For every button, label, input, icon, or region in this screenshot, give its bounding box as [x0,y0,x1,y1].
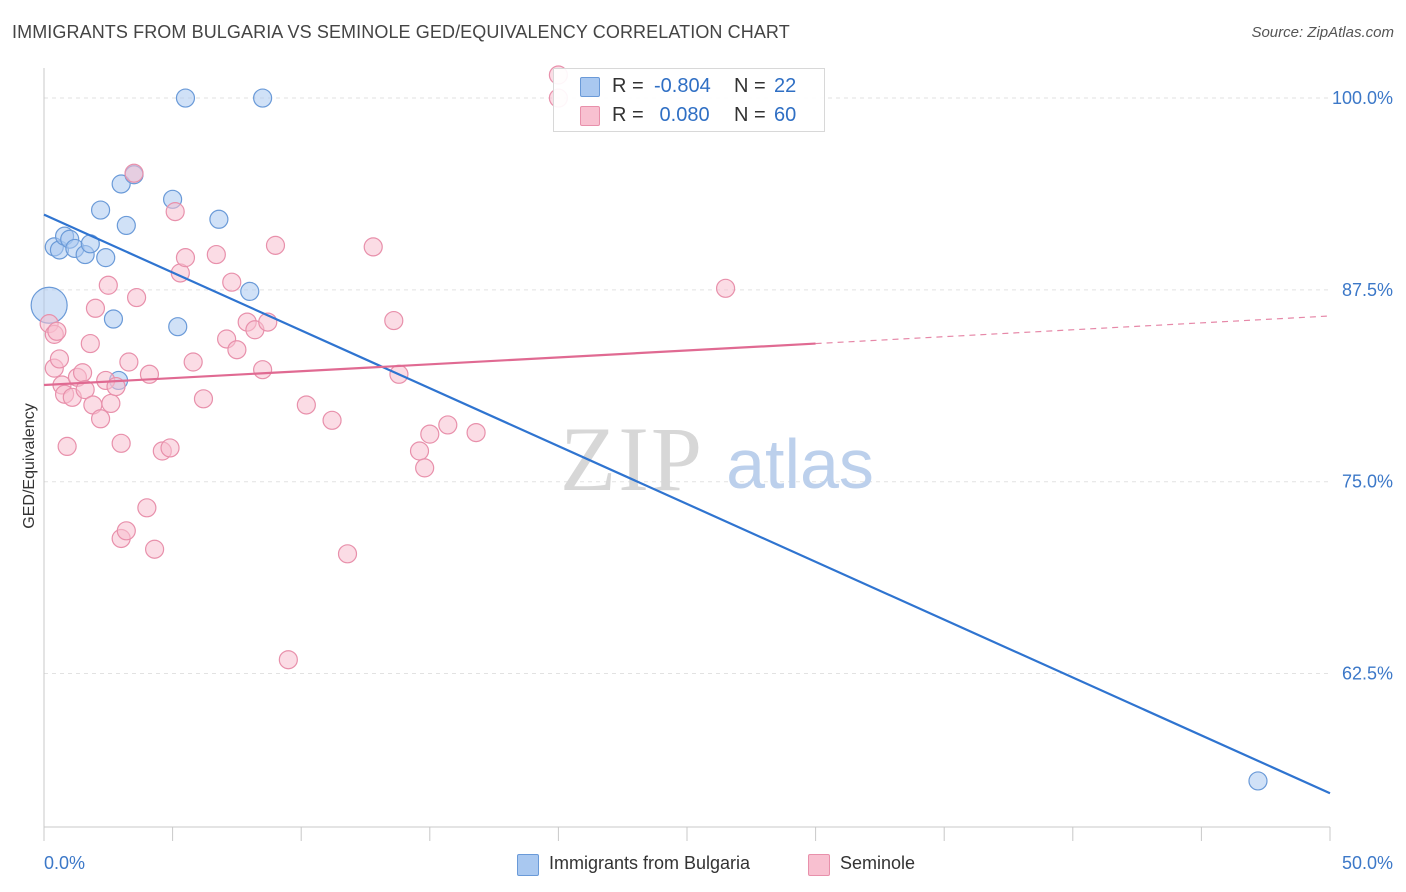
point-bulgaria [90,200,111,220]
stats-n-label: N = [734,104,766,126]
point-seminole [183,352,203,372]
point-seminole [57,436,77,457]
point-seminole [126,287,147,308]
stats-row-bulgaria: R = -0.804 N = 22 [554,71,824,101]
y-tick-label: 100.0% [1332,88,1393,108]
point-seminole [101,393,121,414]
point-seminole [98,275,118,295]
point-seminole [116,521,136,541]
point-seminole [49,349,70,369]
point-seminole [409,441,430,461]
point-seminole [337,544,358,564]
data-points [30,65,1268,791]
legend-label-bulgaria: Immigrants from Bulgaria [549,853,751,873]
point-seminole [160,438,180,458]
point-seminole [47,321,67,341]
y-tick-label: 62.5% [1342,664,1393,684]
chart-title: IMMIGRANTS FROM BULGARIA VS SEMINOLE GED… [12,22,790,42]
point-seminole [466,422,486,443]
point-bulgaria [253,88,273,108]
y-tick-label: 87.5% [1342,280,1393,300]
y-axis-label: GED/Equivalency [21,403,38,529]
point-seminole [715,278,736,298]
trend-line-bulgaria [43,213,1331,795]
legend-swatch-bulgaria [517,854,539,876]
stats-swatch-bulgaria [580,77,600,97]
point-seminole [119,352,139,372]
trend-line-seminole-extension [815,315,1331,345]
x-tick-label: 50.0% [1342,853,1393,873]
point-bulgaria [240,281,260,302]
point-seminole [72,363,93,383]
point-seminole [222,272,242,292]
point-seminole [384,310,404,331]
stats-swatch-seminole [580,106,600,126]
point-seminole [438,415,458,435]
trend-line-seminole [43,342,816,387]
point-seminole [193,389,214,409]
point-seminole [90,409,111,429]
stats-r-label: R = [612,104,644,126]
point-seminole [265,235,286,255]
x-tick-label: 0.0% [44,853,85,873]
tick-labels: 100.0% 87.5% 75.0% 62.5% 0.0% 50.0% [44,88,1393,873]
point-seminole [85,298,106,318]
point-seminole [137,498,157,518]
point-seminole [144,539,165,559]
axes [43,68,1331,841]
point-bulgaria [103,309,124,329]
legend-label-seminole: Seminole [840,853,916,873]
stats-row-seminole: R = 0.080 N = 60 [554,100,824,130]
point-seminole [111,433,131,453]
stats-n-label: N = [734,75,766,97]
point-bulgaria [209,209,229,229]
stats-n-value: 22 [774,75,797,97]
stats-box: R = -0.804 N = 22 R = 0.080 N = 60 [553,68,825,132]
point-bulgaria [96,248,116,268]
point-seminole [175,248,196,268]
point-seminole [420,424,440,444]
point-seminole [278,650,298,670]
point-seminole [206,244,226,265]
legend-swatch-seminole [808,854,830,876]
point-seminole [165,202,185,222]
trend-lines [43,213,1331,795]
watermark-atlas: atlas [726,425,874,503]
point-seminole [415,458,435,478]
point-seminole [124,163,144,183]
stats-r-label: R = [612,75,644,97]
point-bulgaria [1248,771,1268,791]
legend: Immigrants from Bulgaria Seminole [0,851,1406,879]
stats-n-value: 60 [774,104,797,126]
stats-r-value: 0.080 [654,104,710,126]
watermark: ZIP atlas [560,408,874,510]
stats-r-value: -0.804 [654,75,711,97]
point-seminole [253,360,273,380]
point-seminole [75,380,95,400]
point-seminole [322,410,342,430]
point-bulgaria [168,317,188,337]
point-seminole [80,333,100,354]
point-bulgaria [175,88,196,108]
point-bulgaria [116,215,136,236]
point-seminole [227,340,247,360]
point-seminole [296,395,316,415]
point-seminole [363,237,383,257]
y-tick-label: 75.0% [1342,472,1393,492]
chart-source: Source: ZipAtlas.com [1251,24,1394,41]
watermark-zip: ZIP [560,408,704,510]
gridlines [44,97,1330,675]
